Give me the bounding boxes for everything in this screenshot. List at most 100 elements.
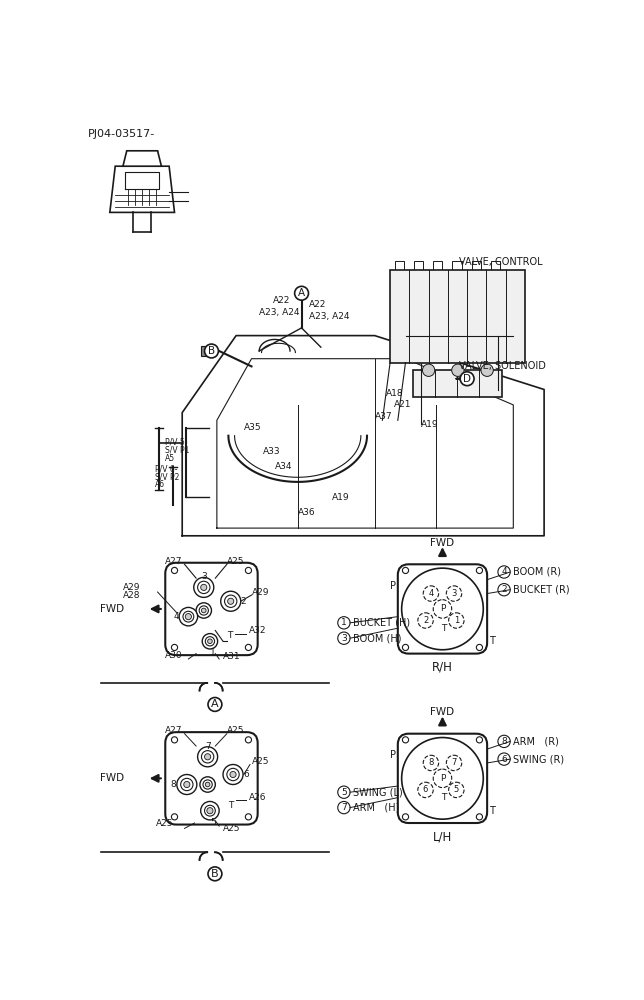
Text: 7: 7 — [341, 803, 346, 812]
Circle shape — [184, 781, 190, 788]
Text: 8: 8 — [501, 737, 507, 746]
Circle shape — [225, 595, 237, 607]
Circle shape — [205, 344, 218, 358]
Text: 3: 3 — [451, 589, 457, 598]
Text: S/V P2: S/V P2 — [155, 472, 180, 481]
Circle shape — [203, 780, 213, 789]
Text: T: T — [229, 801, 234, 810]
Text: A22: A22 — [273, 296, 290, 305]
Text: A25: A25 — [252, 757, 269, 766]
Text: S/V P1: S/V P1 — [166, 445, 189, 454]
Circle shape — [171, 567, 178, 574]
Text: 7: 7 — [205, 742, 211, 751]
Text: T: T — [489, 636, 495, 646]
Circle shape — [221, 591, 241, 611]
Circle shape — [477, 567, 482, 574]
Text: P: P — [390, 581, 396, 591]
Text: A: A — [298, 288, 305, 298]
Polygon shape — [471, 261, 481, 270]
Polygon shape — [390, 270, 525, 363]
Circle shape — [202, 634, 218, 649]
Text: A19: A19 — [421, 420, 439, 429]
FancyBboxPatch shape — [166, 732, 258, 825]
Circle shape — [294, 286, 308, 300]
Circle shape — [171, 737, 178, 743]
Circle shape — [177, 774, 197, 795]
FancyBboxPatch shape — [398, 734, 487, 823]
Circle shape — [205, 754, 211, 760]
Text: A6: A6 — [155, 480, 166, 489]
Circle shape — [481, 364, 493, 376]
Polygon shape — [453, 261, 462, 270]
Text: A31: A31 — [223, 652, 241, 661]
Circle shape — [227, 598, 234, 604]
Text: A28: A28 — [123, 591, 140, 600]
Text: SWING (L): SWING (L) — [353, 787, 403, 797]
Text: SWING (R): SWING (R) — [513, 754, 564, 764]
Circle shape — [208, 867, 222, 881]
Text: 3: 3 — [201, 572, 207, 581]
Circle shape — [477, 737, 482, 743]
Text: 5: 5 — [210, 818, 216, 827]
Circle shape — [208, 698, 222, 711]
FancyBboxPatch shape — [398, 564, 487, 654]
Circle shape — [205, 637, 214, 646]
Circle shape — [205, 805, 215, 816]
Circle shape — [201, 584, 207, 590]
Text: A18: A18 — [386, 389, 404, 398]
Circle shape — [422, 364, 435, 376]
Text: ARM   (R): ARM (R) — [513, 736, 559, 746]
Circle shape — [245, 567, 252, 574]
Text: P: P — [205, 780, 210, 789]
Text: FWD: FWD — [100, 773, 124, 783]
Text: A: A — [211, 699, 219, 709]
Text: FWD: FWD — [100, 604, 124, 614]
Polygon shape — [202, 346, 211, 356]
Circle shape — [227, 768, 239, 781]
Text: P/V 6-: P/V 6- — [155, 464, 178, 473]
Text: A27: A27 — [166, 557, 183, 566]
Text: T: T — [441, 624, 447, 633]
Text: BOOM (H): BOOM (H) — [353, 633, 402, 643]
Text: B: B — [208, 346, 215, 356]
Text: 8: 8 — [428, 758, 433, 767]
Text: A25: A25 — [223, 824, 240, 833]
Text: 5: 5 — [341, 788, 346, 797]
Text: VALVE, CONTROL: VALVE, CONTROL — [459, 257, 543, 267]
Circle shape — [402, 644, 408, 651]
Text: 3: 3 — [341, 634, 346, 643]
Text: 2: 2 — [241, 597, 247, 606]
Circle shape — [196, 603, 211, 618]
Text: A22: A22 — [309, 300, 327, 309]
Circle shape — [402, 814, 408, 820]
Text: 1: 1 — [341, 618, 346, 627]
Text: 7: 7 — [451, 758, 457, 767]
Text: A27: A27 — [166, 726, 183, 735]
Circle shape — [245, 814, 252, 820]
Text: A37: A37 — [375, 412, 392, 421]
Circle shape — [245, 737, 252, 743]
Polygon shape — [395, 261, 404, 270]
Text: P: P — [390, 750, 396, 760]
Text: B: B — [211, 869, 219, 879]
Text: 2: 2 — [423, 616, 428, 625]
Text: P: P — [440, 774, 445, 783]
Circle shape — [198, 581, 210, 594]
Text: 4: 4 — [428, 589, 433, 598]
Text: 2: 2 — [501, 585, 507, 594]
Circle shape — [402, 567, 408, 574]
Polygon shape — [414, 261, 423, 270]
Circle shape — [183, 611, 194, 622]
Text: A5: A5 — [166, 454, 175, 463]
Text: A25: A25 — [227, 726, 244, 735]
Text: 1: 1 — [210, 648, 216, 657]
Text: A29: A29 — [252, 588, 269, 597]
Text: A34: A34 — [274, 462, 292, 471]
Circle shape — [181, 778, 193, 791]
Polygon shape — [123, 151, 162, 166]
Text: P: P — [440, 604, 445, 613]
Circle shape — [171, 814, 178, 820]
Text: A32: A32 — [249, 626, 266, 635]
Circle shape — [202, 608, 206, 613]
Text: 1: 1 — [454, 616, 459, 625]
